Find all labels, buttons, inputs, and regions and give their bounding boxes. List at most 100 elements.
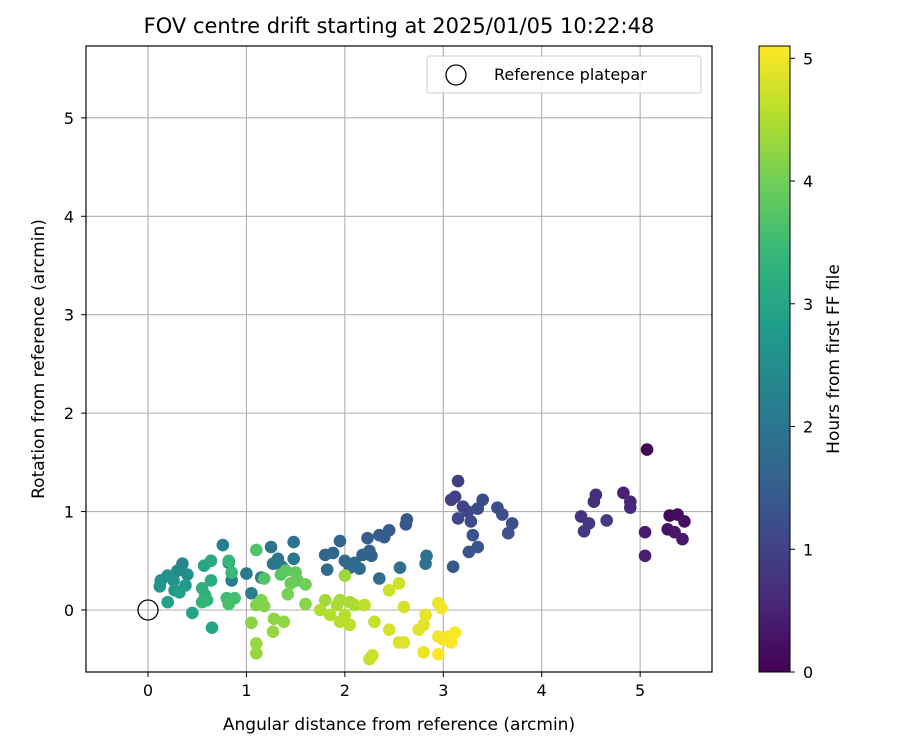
legend-marker-reference [445,64,467,86]
scatter-point [299,578,312,591]
scatter-point [195,595,209,609]
scatter-point [338,569,352,582]
scatter-point [222,597,236,611]
scatter-point [501,526,515,540]
scatter-point [638,549,652,563]
x-tick-label: 5 [635,681,645,700]
scatter-point [240,567,253,580]
scatter-point [257,572,271,585]
scatter-point [186,606,199,620]
scatter-point [640,443,654,456]
scatter-point [399,518,413,531]
y-tick-label: 1 [64,503,74,522]
scatter-point [167,574,180,587]
y-tick-label: 3 [64,306,74,325]
reference-platepar-marker [137,599,159,621]
scatter-point [266,625,280,638]
colorbar-tick-label: 2 [803,418,813,437]
scatter-point [284,577,298,590]
scatter-point [279,564,293,577]
colorbar-ticks: 0 1 2 3 4 5 [790,49,813,682]
scatter-point [225,566,238,579]
scatter-point [245,586,258,600]
x-tick-label: 1 [241,681,251,700]
x-axis: 0 1 2 3 4 5 [143,672,645,700]
scatter-point [505,517,519,530]
scatter-point [249,637,263,650]
scatter-point [617,486,630,500]
scatter-point [173,585,186,599]
scatter-point [181,568,194,581]
scatter-point [462,545,476,559]
y-tick-label: 2 [64,404,74,423]
colorbar: 0 1 2 3 4 5 Hours from first FF file [758,45,844,682]
data-points [153,443,691,666]
x-tick-label: 0 [143,681,153,700]
scatter-point [377,530,391,544]
scatter-point [638,525,652,539]
scatter-point [471,502,485,515]
scatter-point [333,534,347,548]
scatter-point [600,514,613,527]
scatter-point [281,587,295,601]
scatter-point [171,564,184,577]
scatter-point [361,531,374,545]
x-tick-label: 4 [537,681,547,700]
scatter-point [161,595,174,609]
scatter-point [587,495,601,509]
scatter-point [277,615,291,629]
legend: Reference platepar [426,55,702,94]
chart-title: FOV centre drift starting at 2025/01/05 … [144,14,655,38]
scatter-point [451,512,465,525]
scatter-point [419,608,432,622]
scatter-point [313,603,327,617]
scatter-point [373,572,386,585]
x-tick-label: 2 [340,681,350,700]
scatter-point [222,554,236,568]
scatter-point [496,508,509,521]
scatter-point [249,543,263,557]
scatter-point [392,577,406,590]
scatter-point [299,597,312,611]
scatter-point [444,493,458,507]
scatter-point [257,599,271,613]
scatter-point [446,560,460,573]
scatter-point [153,580,167,593]
scatter-point [356,548,369,562]
legend-label-reference: Reference platepar [494,65,647,84]
x-axis-label: Angular distance from reference (arcmin) [223,715,575,735]
scatter-point [676,532,689,546]
plot-frame [85,45,713,673]
scatter-point [382,584,396,597]
scatter-point [678,515,691,528]
reference-marker-layer [137,599,159,621]
scatter-point [419,557,432,571]
scatter-point [216,538,230,552]
scatter-point [368,615,381,629]
colorbar-label: Hours from first FF file [824,264,844,454]
colorbar-tick-label: 4 [803,172,813,191]
y-tick-label: 0 [64,601,74,620]
scatter-point [264,540,278,554]
scatter-point [448,626,462,639]
scatter-point [204,554,218,568]
scatter-point [287,535,300,549]
scatter-point [461,505,475,518]
x-tick-label: 3 [438,681,448,700]
scatter-point [397,636,411,649]
scatter-point [333,615,347,629]
scatter-point [417,618,430,632]
colorbar-gradient [758,45,791,673]
scatter-point [330,598,344,612]
grid-lines [86,46,712,672]
y-tick-label: 5 [64,109,74,128]
scatter-point [393,561,407,574]
y-axis: 0 1 2 3 4 5 [64,109,86,620]
scatter-point [323,608,337,622]
scatter-point [249,646,263,660]
scatter-point [267,612,281,626]
scatter-point [318,548,332,562]
scatter-point [464,515,478,528]
scatter-point [348,598,362,612]
